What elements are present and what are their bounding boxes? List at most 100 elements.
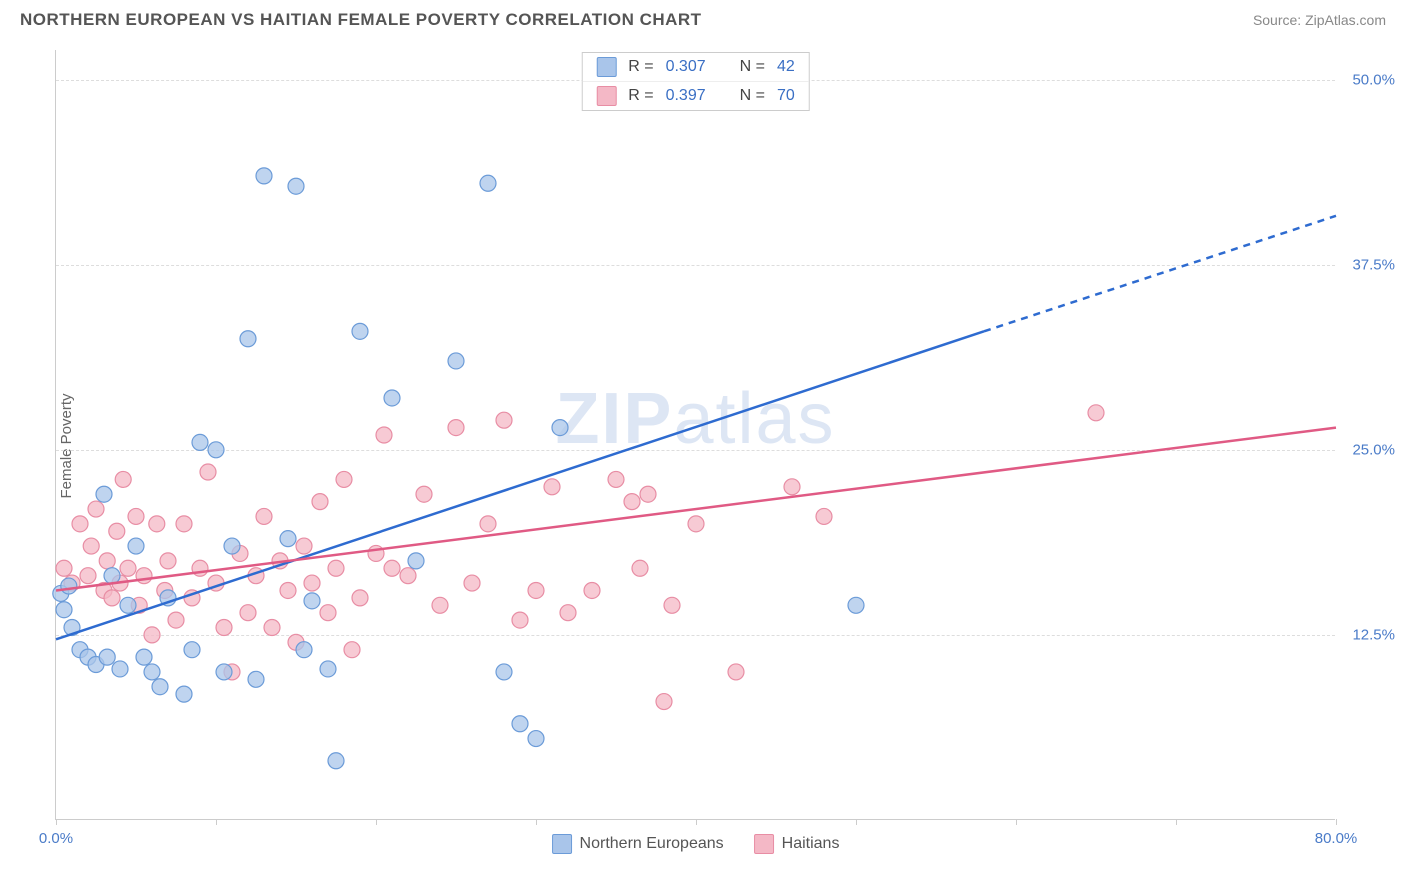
scatter-point [280, 582, 296, 598]
scatter-point [344, 642, 360, 658]
scatter-point [312, 494, 328, 510]
scatter-point [80, 568, 96, 584]
legend-label: Northern Europeans [580, 835, 724, 853]
scatter-point [136, 568, 152, 584]
scatter-point [208, 442, 224, 458]
scatter-point [688, 516, 704, 532]
scatter-point [304, 593, 320, 609]
y-tick-label: 12.5% [1352, 626, 1395, 643]
scatter-point [248, 671, 264, 687]
x-tick [1016, 819, 1017, 825]
scatter-point [104, 590, 120, 606]
legend-swatch [596, 57, 616, 77]
scatter-point [848, 597, 864, 613]
y-tick-label: 37.5% [1352, 256, 1395, 273]
scatter-point [512, 716, 528, 732]
scatter-point [112, 661, 128, 677]
scatter-point [216, 664, 232, 680]
chart-title: NORTHERN EUROPEAN VS HAITIAN FEMALE POVE… [20, 10, 702, 30]
legend-swatch [596, 86, 616, 106]
legend-r-label: R = [628, 87, 653, 105]
scatter-point [296, 642, 312, 658]
legend-row: R = 0.397 N = 70 [582, 81, 809, 110]
scatter-point [304, 575, 320, 591]
legend-item: Haitians [754, 834, 840, 854]
scatter-point [256, 508, 272, 524]
x-tick [56, 819, 57, 825]
scatter-point [280, 531, 296, 547]
scatter-point [240, 605, 256, 621]
legend-swatch [552, 834, 572, 854]
scatter-point [632, 560, 648, 576]
scatter-point [120, 560, 136, 576]
scatter-point [608, 471, 624, 487]
scatter-point [216, 620, 232, 636]
x-tick [536, 819, 537, 825]
correlation-legend: R = 0.307 N = 42 R = 0.397 N = 70 [581, 52, 810, 111]
scatter-point [552, 420, 568, 436]
scatter-point [432, 597, 448, 613]
scatter-point [149, 516, 165, 532]
scatter-point [296, 538, 312, 554]
scatter-point [376, 427, 392, 443]
scatter-point [480, 175, 496, 191]
scatter-point [528, 731, 544, 747]
scatter-point [320, 605, 336, 621]
scatter-point [83, 538, 99, 554]
scatter-point [144, 664, 160, 680]
legend-r-label: R = [628, 58, 653, 76]
scatter-point [256, 168, 272, 184]
scatter-point [544, 479, 560, 495]
scatter-point [144, 627, 160, 643]
series-legend: Northern Europeans Haitians [552, 834, 840, 854]
scatter-point [624, 494, 640, 510]
scatter-point [448, 353, 464, 369]
scatter-point [224, 538, 240, 554]
scatter-point [448, 420, 464, 436]
legend-n-value: 70 [777, 87, 795, 105]
scatter-point [120, 597, 136, 613]
x-tick [1176, 819, 1177, 825]
trend-line [56, 331, 984, 639]
legend-item: Northern Europeans [552, 834, 724, 854]
x-tick [696, 819, 697, 825]
x-tick-label: 0.0% [39, 830, 73, 847]
scatter-point [496, 664, 512, 680]
scatter-point [352, 590, 368, 606]
scatter-point [168, 612, 184, 628]
scatter-point [784, 479, 800, 495]
scatter-point [664, 597, 680, 613]
scatter-point [184, 642, 200, 658]
source-attribution: Source: ZipAtlas.com [1253, 12, 1386, 28]
x-tick [856, 819, 857, 825]
scatter-point [88, 501, 104, 517]
scatter-svg [56, 50, 1335, 819]
scatter-point [96, 486, 112, 502]
scatter-point [480, 516, 496, 532]
scatter-point [408, 553, 424, 569]
scatter-point [728, 664, 744, 680]
scatter-point [99, 649, 115, 665]
x-tick [1336, 819, 1337, 825]
x-tick-label: 80.0% [1315, 830, 1358, 847]
scatter-point [288, 178, 304, 194]
scatter-point [384, 560, 400, 576]
legend-label: Haitians [782, 835, 840, 853]
chart-plot-area: ZIPatlas 12.5%25.0%37.5%50.0% R = 0.307 … [55, 50, 1335, 820]
scatter-point [352, 323, 368, 339]
x-tick [216, 819, 217, 825]
scatter-point [384, 390, 400, 406]
legend-r-value: 0.397 [666, 87, 706, 105]
legend-n-label: N = [740, 87, 765, 105]
scatter-point [464, 575, 480, 591]
scatter-point [400, 568, 416, 584]
scatter-point [816, 508, 832, 524]
scatter-point [99, 553, 115, 569]
scatter-point [1088, 405, 1104, 421]
scatter-point [176, 686, 192, 702]
trend-line [56, 428, 1336, 591]
scatter-point [192, 434, 208, 450]
x-tick [376, 819, 377, 825]
scatter-point [336, 471, 352, 487]
scatter-point [328, 560, 344, 576]
